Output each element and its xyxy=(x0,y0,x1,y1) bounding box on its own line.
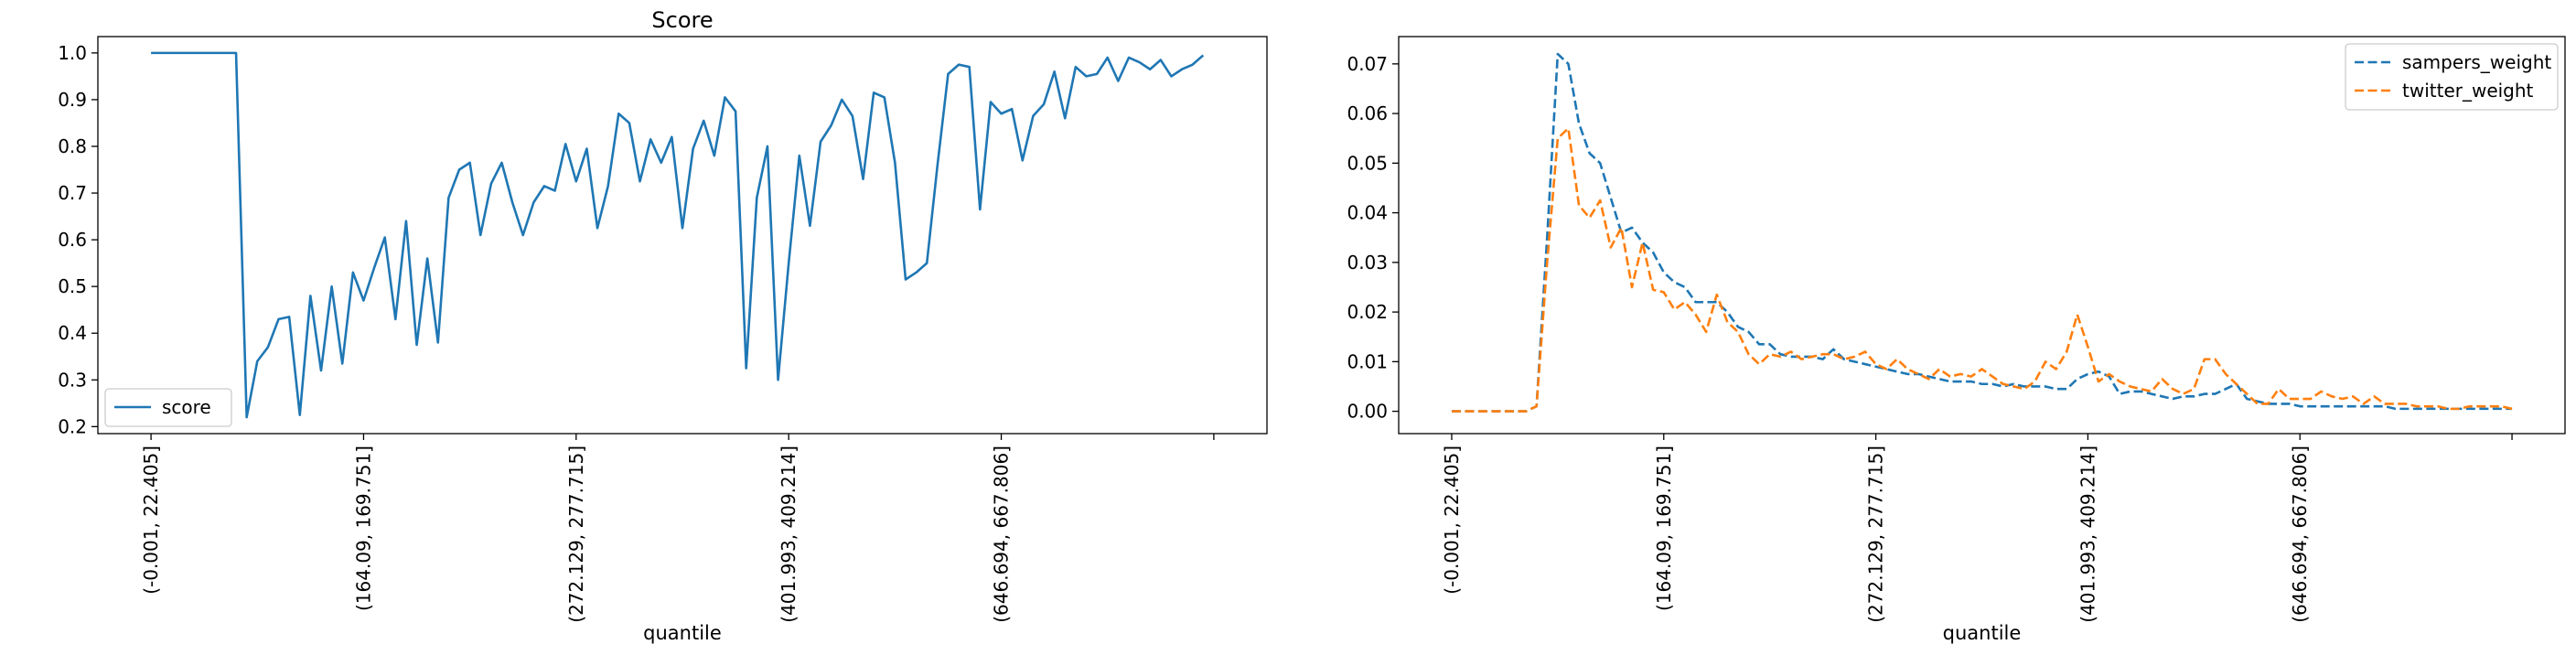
y-tick-label: 0.01 xyxy=(1347,350,1388,372)
series-line-twitter_weight xyxy=(1451,127,2513,413)
x-tick-label: (646.694, 667.806] xyxy=(991,446,1013,623)
y-tick-label: 0.05 xyxy=(1347,152,1388,174)
y-tick-label: 0.00 xyxy=(1347,401,1388,423)
x-tick-label: (164.09, 169.751] xyxy=(1653,446,1675,611)
legend-label-score: score xyxy=(162,396,211,418)
x-tick-label: (401.993, 409.214] xyxy=(2077,446,2098,623)
y-tick-label: 0.7 xyxy=(58,182,87,204)
chart-1: Score 0.2 0.3 0.4 0.5 0.6 0.7 0.8 0.9 1.0 (-0.001,… xyxy=(58,7,1268,644)
x-tick-label: (-0.001, 22.405] xyxy=(140,446,162,595)
y-tick-label: 1.0 xyxy=(58,42,87,64)
axes-frame xyxy=(1398,36,2566,435)
series-line-score xyxy=(151,51,1205,419)
y-tick-label: 0.3 xyxy=(58,369,87,391)
y-tick-label: 0.04 xyxy=(1347,202,1388,224)
y-tick-label: 0.4 xyxy=(58,322,87,344)
series-line-sampers_weight xyxy=(1451,52,2513,413)
legend-box xyxy=(104,388,232,427)
legend-box xyxy=(2345,43,2559,111)
x-tick-label: (-0.001, 22.405] xyxy=(1441,446,1463,595)
y-tick-label: 0.03 xyxy=(1347,252,1388,274)
axes-frame xyxy=(97,36,1268,435)
x-tick-label: (272.129, 277.715] xyxy=(565,446,587,623)
legend: sampers_weight twitter_weight xyxy=(2345,43,2559,111)
y-tick-label: 0.9 xyxy=(58,89,87,111)
x-tick-label: (401.993, 409.214] xyxy=(778,446,800,623)
y-tick-label: 0.2 xyxy=(58,415,87,437)
legend-label-twitter_weight: twitter_weight xyxy=(2402,80,2534,102)
chart-2: 0.00 0.01 0.02 0.03 0.04 0.05 0.06 0.07 (-0.001,… xyxy=(1347,36,2566,644)
x-tick-label: (272.129, 277.715] xyxy=(1865,446,1887,623)
chart-title: Score xyxy=(651,7,713,33)
legend: score xyxy=(104,388,232,427)
x-tick-label: (646.694, 667.806] xyxy=(2289,446,2311,623)
x-axis-label: quantile xyxy=(1943,622,2022,644)
y-tick-label: 0.5 xyxy=(58,275,87,297)
legend-label-sampers_weight: sampers_weight xyxy=(2402,51,2551,73)
y-tick-label: 0.06 xyxy=(1347,102,1388,124)
x-tick-label: (164.09, 169.751] xyxy=(352,446,374,611)
y-tick-label: 0.8 xyxy=(58,135,87,157)
y-tick-label: 0.02 xyxy=(1347,301,1388,323)
y-tick-label: 0.07 xyxy=(1347,53,1388,75)
x-axis-label: quantile xyxy=(643,622,722,644)
y-tick-label: 0.6 xyxy=(58,229,87,251)
